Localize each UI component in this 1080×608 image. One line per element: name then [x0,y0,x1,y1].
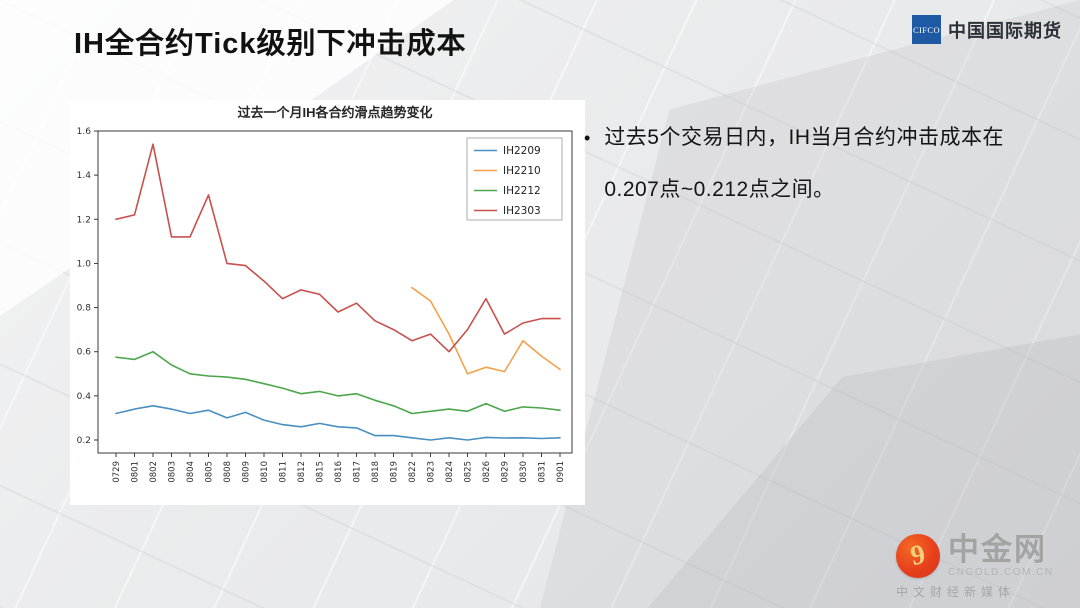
legend-label-IH2212: IH2212 [503,185,541,197]
y-tick-label: 0.2 [77,436,91,446]
x-tick-label: 0901 [556,461,566,483]
series-line-IH2209 [115,404,561,441]
slippage-line-chart: 过去一个月IH各合约滑点趋势变化 0.2 0.4 0.6 0.8 1.0 1.2 1.4 1.6… [70,100,585,505]
x-tick-label: 0811 [279,461,289,483]
x-tick-label: 0808 [223,461,233,483]
x-tick-label: 0804 [186,461,196,483]
x-tick-label: 0822 [408,461,418,483]
y-tick-label: 1.6 [77,127,92,137]
legend-label-IH2303: IH2303 [503,205,541,217]
bullet-marker: • [584,128,591,148]
x-tick-label: 0801 [131,461,141,483]
x-tick-label: 0825 [464,461,474,483]
cngold-domain: CNGOLD.COM.CN [948,567,1054,578]
x-tick-label: 0816 [334,461,344,483]
cngold-logo: 9 中金网 CNGOLD.COM.CN 中文财经新媒体 [896,534,1052,600]
x-tick-label: 0829 [501,461,511,483]
chart-figure: 过去一个月IH各合约滑点趋势变化 0.2 0.4 0.6 0.8 1.0 1.2 1.4 1.6… [70,100,585,505]
y-tick-label: 0.4 [77,392,92,402]
x-tick-label: 0831 [538,461,548,483]
x-tick-label: 0823 [427,461,437,483]
x-tick-label: 0819 [390,461,400,483]
legend-box [466,137,563,221]
series-line-IH2210 [411,286,561,375]
x-tick-label: 0812 [297,461,307,483]
x-tick-label: 0818 [371,461,381,483]
y-tick-label: 1.0 [77,259,92,269]
y-tick-label: 0.8 [77,304,92,314]
y-tick-label: 1.2 [77,215,91,225]
x-tick-label: 0810 [260,461,270,483]
x-tick-label: 0824 [445,461,455,483]
x-tick-label: 0809 [242,461,252,483]
x-tick-label: 0729 [112,461,122,483]
y-tick-label: 0.6 [77,348,92,358]
cngold-name: 中金网 [948,532,1047,567]
x-tick-label: 0815 [316,461,326,483]
x-tick-label: 0817 [353,461,363,483]
legend-label-IH2209: IH2209 [503,145,541,157]
x-tick-label: 0830 [519,461,529,483]
x-tick-label: 0805 [205,461,215,483]
cifco-logo: CIFCO 中国国际期货 [912,15,1062,44]
cifco-badge-icon: CIFCO [912,15,941,44]
cngold-tagline: 中文财经新媒体 [896,585,1016,599]
bullet-text: 过去5个交易日内，IH当月合约冲击成本在0.207点~0.212点之间。 [604,126,1004,201]
chart-title: 过去一个月IH各合约滑点趋势变化 [237,105,432,120]
x-tick-label: 0826 [482,461,492,483]
x-tick-label: 0802 [149,461,159,483]
series-line-IH2303 [115,143,561,353]
cifco-company-name: 中国国际期货 [948,20,1062,41]
series-line-IH2212 [115,350,561,415]
swirl-glyph: 9 [907,538,928,573]
y-tick-label: 1.4 [77,171,92,181]
x-tick-label: 0803 [168,461,178,483]
legend-label-IH2210: IH2210 [503,165,541,177]
page-title: IH全合约Tick级别下冲击成本 [74,28,467,60]
cngold-swirl-icon: 9 [896,534,940,578]
bullet-point: • 过去5个交易日内，IH当月合约冲击成本在0.207点~0.212点之间。 [584,112,1044,216]
